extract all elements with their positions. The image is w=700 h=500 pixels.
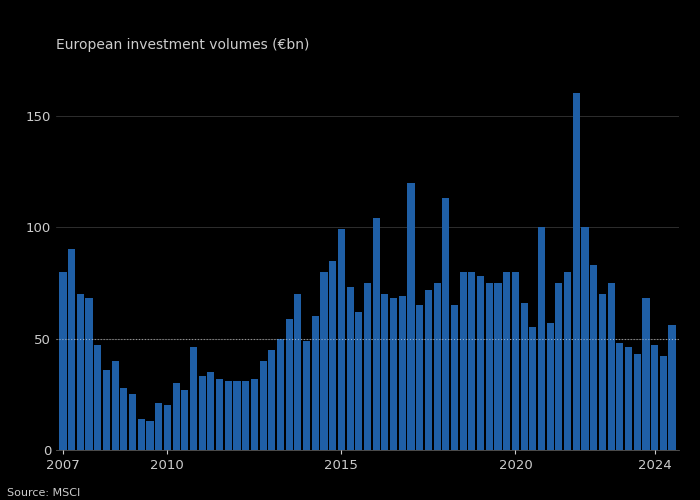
Bar — [251, 378, 258, 450]
Bar — [68, 250, 75, 450]
Bar — [338, 230, 345, 450]
Bar — [407, 182, 414, 450]
Text: Source: MSCI: Source: MSCI — [7, 488, 80, 498]
Bar — [190, 348, 197, 450]
Bar — [503, 272, 510, 450]
Bar — [399, 296, 406, 450]
Bar — [608, 283, 615, 450]
Bar — [625, 348, 632, 450]
Bar — [242, 381, 249, 450]
Bar — [321, 272, 328, 450]
Bar — [164, 406, 171, 450]
Bar — [294, 294, 302, 450]
Bar — [172, 383, 180, 450]
Bar — [216, 378, 223, 450]
Bar — [512, 272, 519, 450]
Bar — [181, 390, 188, 450]
Bar — [364, 283, 371, 450]
Bar — [599, 294, 606, 450]
Bar — [538, 227, 545, 450]
Bar — [85, 298, 92, 450]
Bar — [451, 305, 458, 450]
Bar — [416, 305, 423, 450]
Bar — [582, 227, 589, 450]
Bar — [555, 283, 563, 450]
Bar — [382, 294, 388, 450]
Bar — [103, 370, 110, 450]
Bar — [346, 288, 354, 450]
Bar — [286, 318, 293, 450]
Bar — [668, 325, 676, 450]
Bar — [129, 394, 136, 450]
Bar — [303, 341, 310, 450]
Bar — [268, 350, 275, 450]
Bar — [120, 388, 127, 450]
Bar — [199, 376, 206, 450]
Bar — [260, 361, 267, 450]
Bar — [329, 260, 336, 450]
Bar — [460, 272, 467, 450]
Bar — [547, 323, 554, 450]
Bar — [146, 421, 153, 450]
Bar — [529, 328, 536, 450]
Bar — [643, 298, 650, 450]
Bar — [521, 303, 528, 450]
Bar — [477, 276, 484, 450]
Bar — [564, 272, 571, 450]
Bar — [94, 346, 101, 450]
Bar — [372, 218, 380, 450]
Bar — [207, 372, 214, 450]
Bar — [77, 294, 84, 450]
Bar — [590, 265, 597, 450]
Bar — [433, 283, 441, 450]
Bar — [225, 381, 232, 450]
Bar — [442, 198, 449, 450]
Bar — [277, 338, 284, 450]
Bar — [60, 272, 66, 450]
Bar — [425, 290, 432, 450]
Bar — [494, 283, 502, 450]
Bar — [111, 361, 119, 450]
Bar — [468, 272, 475, 450]
Bar — [573, 94, 580, 450]
Bar — [233, 381, 241, 450]
Bar — [138, 419, 145, 450]
Bar — [155, 403, 162, 450]
Bar — [660, 356, 667, 450]
Bar — [355, 312, 363, 450]
Bar — [651, 346, 658, 450]
Bar — [634, 354, 640, 450]
Text: European investment volumes (€bn): European investment volumes (€bn) — [56, 38, 309, 52]
Bar — [390, 298, 397, 450]
Bar — [616, 343, 624, 450]
Bar — [486, 283, 493, 450]
Bar — [312, 316, 319, 450]
